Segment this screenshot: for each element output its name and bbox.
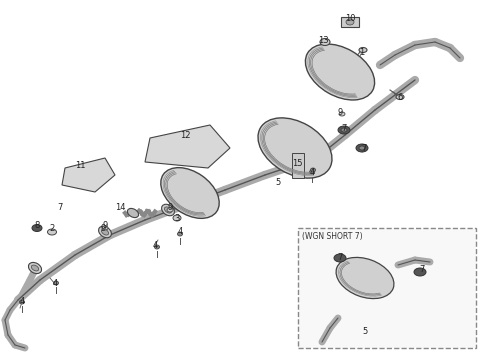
Ellipse shape (31, 265, 39, 271)
Text: 7: 7 (361, 144, 367, 152)
Ellipse shape (162, 204, 174, 216)
Text: 8: 8 (34, 221, 40, 230)
Ellipse shape (359, 146, 365, 150)
Ellipse shape (32, 225, 42, 231)
Text: 9: 9 (102, 221, 108, 230)
Text: 10: 10 (345, 14, 355, 22)
Ellipse shape (341, 128, 347, 132)
Ellipse shape (155, 245, 159, 249)
Ellipse shape (320, 39, 330, 45)
Ellipse shape (356, 144, 368, 152)
Text: 15: 15 (292, 159, 302, 167)
FancyBboxPatch shape (298, 228, 476, 348)
Ellipse shape (48, 229, 57, 235)
Polygon shape (62, 158, 115, 192)
Ellipse shape (338, 126, 350, 134)
Text: 14: 14 (115, 202, 125, 211)
Text: 13: 13 (318, 35, 328, 45)
Bar (341, 17, 359, 27)
Text: 4: 4 (310, 167, 314, 176)
Text: 12: 12 (180, 131, 190, 140)
Ellipse shape (161, 168, 219, 218)
Text: 9: 9 (337, 107, 343, 116)
Ellipse shape (127, 208, 139, 217)
Ellipse shape (178, 232, 182, 236)
Text: 4: 4 (19, 297, 24, 307)
Ellipse shape (53, 281, 59, 285)
Ellipse shape (20, 300, 24, 304)
Ellipse shape (28, 262, 42, 273)
Text: 9: 9 (168, 202, 173, 211)
Ellipse shape (284, 156, 297, 168)
Text: 11: 11 (75, 161, 85, 170)
Text: 4: 4 (52, 280, 58, 288)
Ellipse shape (101, 229, 108, 235)
Ellipse shape (336, 257, 394, 298)
Ellipse shape (334, 254, 346, 262)
Text: 9: 9 (100, 223, 106, 232)
Text: 2: 2 (49, 223, 55, 232)
Ellipse shape (258, 118, 332, 178)
Ellipse shape (310, 170, 314, 174)
Ellipse shape (165, 207, 171, 213)
Text: 5: 5 (362, 327, 368, 337)
Bar (292, 152, 304, 177)
Ellipse shape (414, 268, 426, 276)
Text: 7: 7 (341, 124, 347, 132)
Text: 1: 1 (360, 47, 365, 56)
Text: 7: 7 (337, 252, 343, 261)
Text: 7: 7 (420, 266, 425, 275)
Ellipse shape (346, 19, 354, 25)
Ellipse shape (173, 215, 181, 221)
Text: 5: 5 (276, 177, 281, 186)
Ellipse shape (305, 44, 374, 100)
Polygon shape (145, 125, 230, 168)
Ellipse shape (167, 208, 173, 212)
Text: 7: 7 (57, 202, 63, 211)
Ellipse shape (396, 95, 404, 100)
Text: 4: 4 (152, 241, 157, 250)
Ellipse shape (359, 47, 367, 52)
Ellipse shape (98, 226, 111, 238)
Ellipse shape (102, 226, 108, 230)
Ellipse shape (311, 168, 315, 172)
Text: 6: 6 (397, 92, 403, 101)
Text: (WGN SHORT 7): (WGN SHORT 7) (302, 232, 362, 241)
Text: 4: 4 (178, 227, 182, 236)
Text: 3: 3 (174, 213, 180, 222)
Ellipse shape (339, 112, 345, 116)
